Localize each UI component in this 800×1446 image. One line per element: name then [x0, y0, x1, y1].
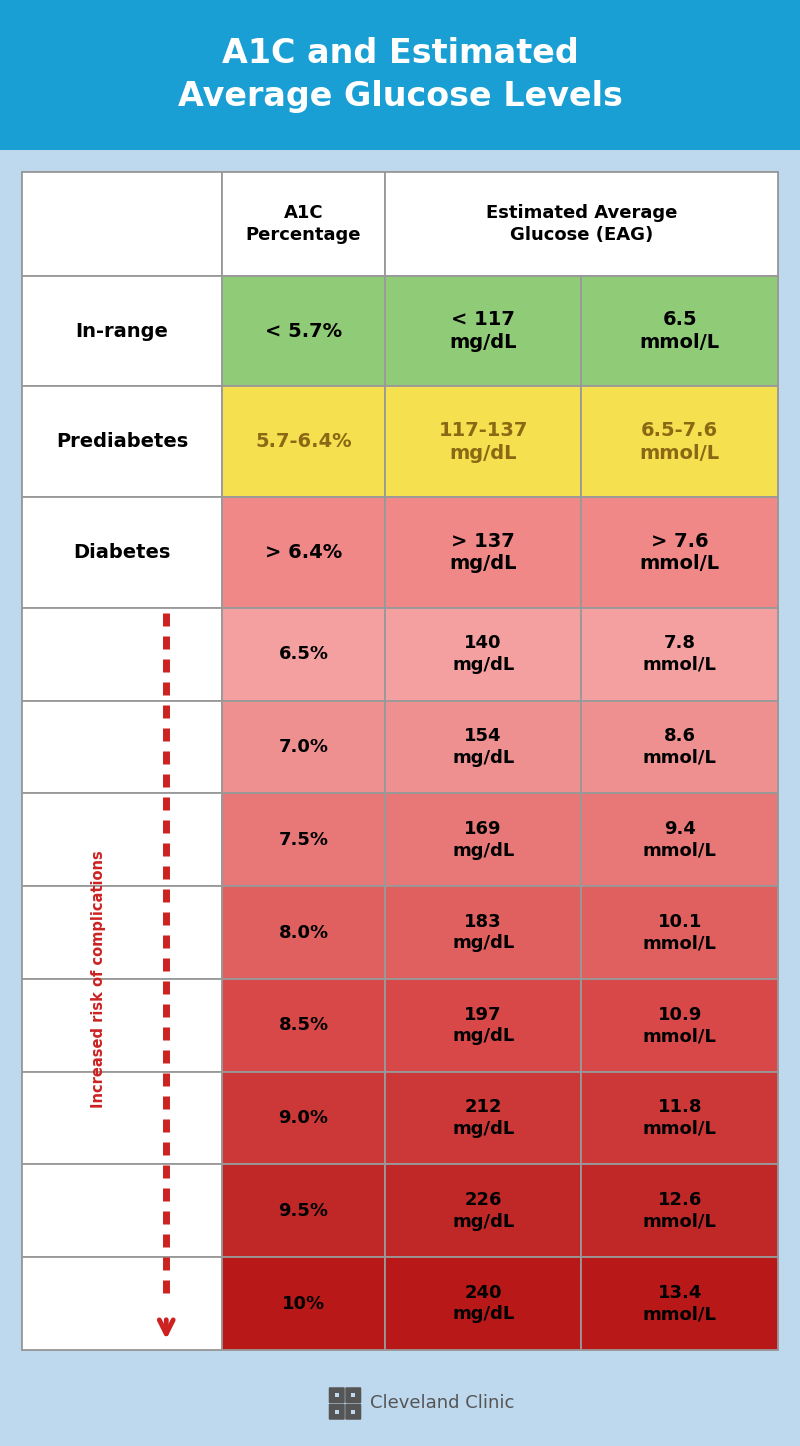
Bar [22, 1164, 222, 1257]
Text: 13.4
mmol/L: 13.4 mmol/L [642, 1284, 717, 1323]
Bar [385, 386, 582, 497]
Bar [385, 1257, 582, 1351]
Text: 8.5%: 8.5% [278, 1017, 329, 1034]
Bar [582, 497, 778, 607]
Text: 9.5%: 9.5% [278, 1202, 329, 1220]
Text: 117-137
mg/dL: 117-137 mg/dL [438, 421, 528, 463]
Text: 12.6
mmol/L: 12.6 mmol/L [642, 1192, 717, 1231]
Bar [222, 979, 385, 1071]
Text: 6.5
mmol/L: 6.5 mmol/L [640, 309, 720, 351]
Text: 7.0%: 7.0% [278, 737, 329, 756]
FancyBboxPatch shape [329, 1404, 345, 1420]
Bar [222, 607, 385, 701]
Bar [222, 1071, 385, 1164]
Bar [582, 1164, 778, 1257]
Bar [385, 497, 582, 607]
Bar [385, 1071, 582, 1164]
Bar [22, 497, 222, 607]
Text: 6.5-7.6
mmol/L: 6.5-7.6 mmol/L [640, 421, 720, 463]
FancyBboxPatch shape [346, 1387, 362, 1403]
Bar [385, 172, 778, 276]
Text: 6.5%: 6.5% [278, 645, 329, 664]
Text: 169
mg/dL: 169 mg/dL [452, 820, 514, 859]
Text: 140
mg/dL: 140 mg/dL [452, 635, 514, 674]
Bar [385, 276, 582, 386]
Text: 8.6
mmol/L: 8.6 mmol/L [642, 727, 717, 766]
Text: Cleveland Clinic: Cleveland Clinic [370, 1394, 514, 1413]
Bar [222, 276, 385, 386]
FancyBboxPatch shape [346, 1404, 362, 1420]
Text: 8.0%: 8.0% [278, 924, 329, 941]
Text: 154
mg/dL: 154 mg/dL [452, 727, 514, 766]
Bar [385, 607, 582, 701]
Text: > 6.4%: > 6.4% [265, 544, 342, 562]
Bar [582, 386, 778, 497]
Bar [582, 979, 778, 1071]
Bar [385, 701, 582, 794]
Text: 5.7-6.4%: 5.7-6.4% [255, 432, 352, 451]
Bar [582, 607, 778, 701]
Bar [22, 386, 222, 497]
Bar [385, 794, 582, 886]
Bar [582, 794, 778, 886]
Bar [385, 1164, 582, 1257]
Bar [222, 172, 385, 276]
Bar [22, 979, 222, 1071]
Bar [22, 886, 222, 979]
Text: 212
mg/dL: 212 mg/dL [452, 1099, 514, 1138]
Text: In-range: In-range [76, 321, 169, 340]
Text: > 7.6
mmol/L: > 7.6 mmol/L [640, 532, 720, 574]
Text: < 117
mg/dL: < 117 mg/dL [450, 309, 517, 351]
Text: Estimated Average
Glucose (EAG): Estimated Average Glucose (EAG) [486, 204, 677, 243]
Text: Diabetes: Diabetes [74, 544, 171, 562]
Bar [582, 1071, 778, 1164]
Text: 9.0%: 9.0% [278, 1109, 329, 1126]
Bar [22, 701, 222, 794]
Bar [582, 276, 778, 386]
Bar [22, 1071, 222, 1164]
Text: 9.4
mmol/L: 9.4 mmol/L [642, 820, 717, 859]
Bar [222, 497, 385, 607]
Text: 11.8
mmol/L: 11.8 mmol/L [642, 1099, 717, 1138]
Bar [385, 979, 582, 1071]
Bar [222, 701, 385, 794]
Text: 10.1
mmol/L: 10.1 mmol/L [642, 912, 717, 953]
Bar [222, 386, 385, 497]
Bar [22, 172, 222, 276]
Text: A1C
Percentage: A1C Percentage [246, 204, 362, 243]
Bar [385, 886, 582, 979]
Text: 183
mg/dL: 183 mg/dL [452, 912, 514, 953]
Bar [22, 1257, 222, 1351]
Bar [222, 794, 385, 886]
Bar [582, 1257, 778, 1351]
Text: Prediabetes: Prediabetes [56, 432, 188, 451]
FancyBboxPatch shape [329, 1387, 345, 1403]
FancyBboxPatch shape [351, 1410, 355, 1414]
Bar [222, 1257, 385, 1351]
Bar [22, 276, 222, 386]
Bar [22, 172, 778, 1351]
Text: 240
mg/dL: 240 mg/dL [452, 1284, 514, 1323]
Bar [582, 701, 778, 794]
Text: Increased risk of complications: Increased risk of complications [90, 850, 106, 1108]
Bar [22, 794, 222, 886]
Text: 226
mg/dL: 226 mg/dL [452, 1192, 514, 1231]
FancyBboxPatch shape [334, 1410, 339, 1414]
FancyBboxPatch shape [351, 1392, 355, 1397]
Text: > 137
mg/dL: > 137 mg/dL [450, 532, 517, 574]
Bar [22, 607, 222, 701]
Bar [582, 886, 778, 979]
Text: A1C and Estimated
Average Glucose Levels: A1C and Estimated Average Glucose Levels [178, 38, 622, 113]
Bar [0, 0, 800, 150]
Bar [222, 886, 385, 979]
Text: < 5.7%: < 5.7% [265, 321, 342, 340]
Text: 7.8
mmol/L: 7.8 mmol/L [642, 635, 717, 674]
Text: 197
mg/dL: 197 mg/dL [452, 1005, 514, 1045]
FancyBboxPatch shape [334, 1392, 339, 1397]
Text: 7.5%: 7.5% [278, 831, 329, 849]
Bar [222, 1164, 385, 1257]
Text: 10.9
mmol/L: 10.9 mmol/L [642, 1005, 717, 1045]
Text: 10%: 10% [282, 1294, 325, 1313]
